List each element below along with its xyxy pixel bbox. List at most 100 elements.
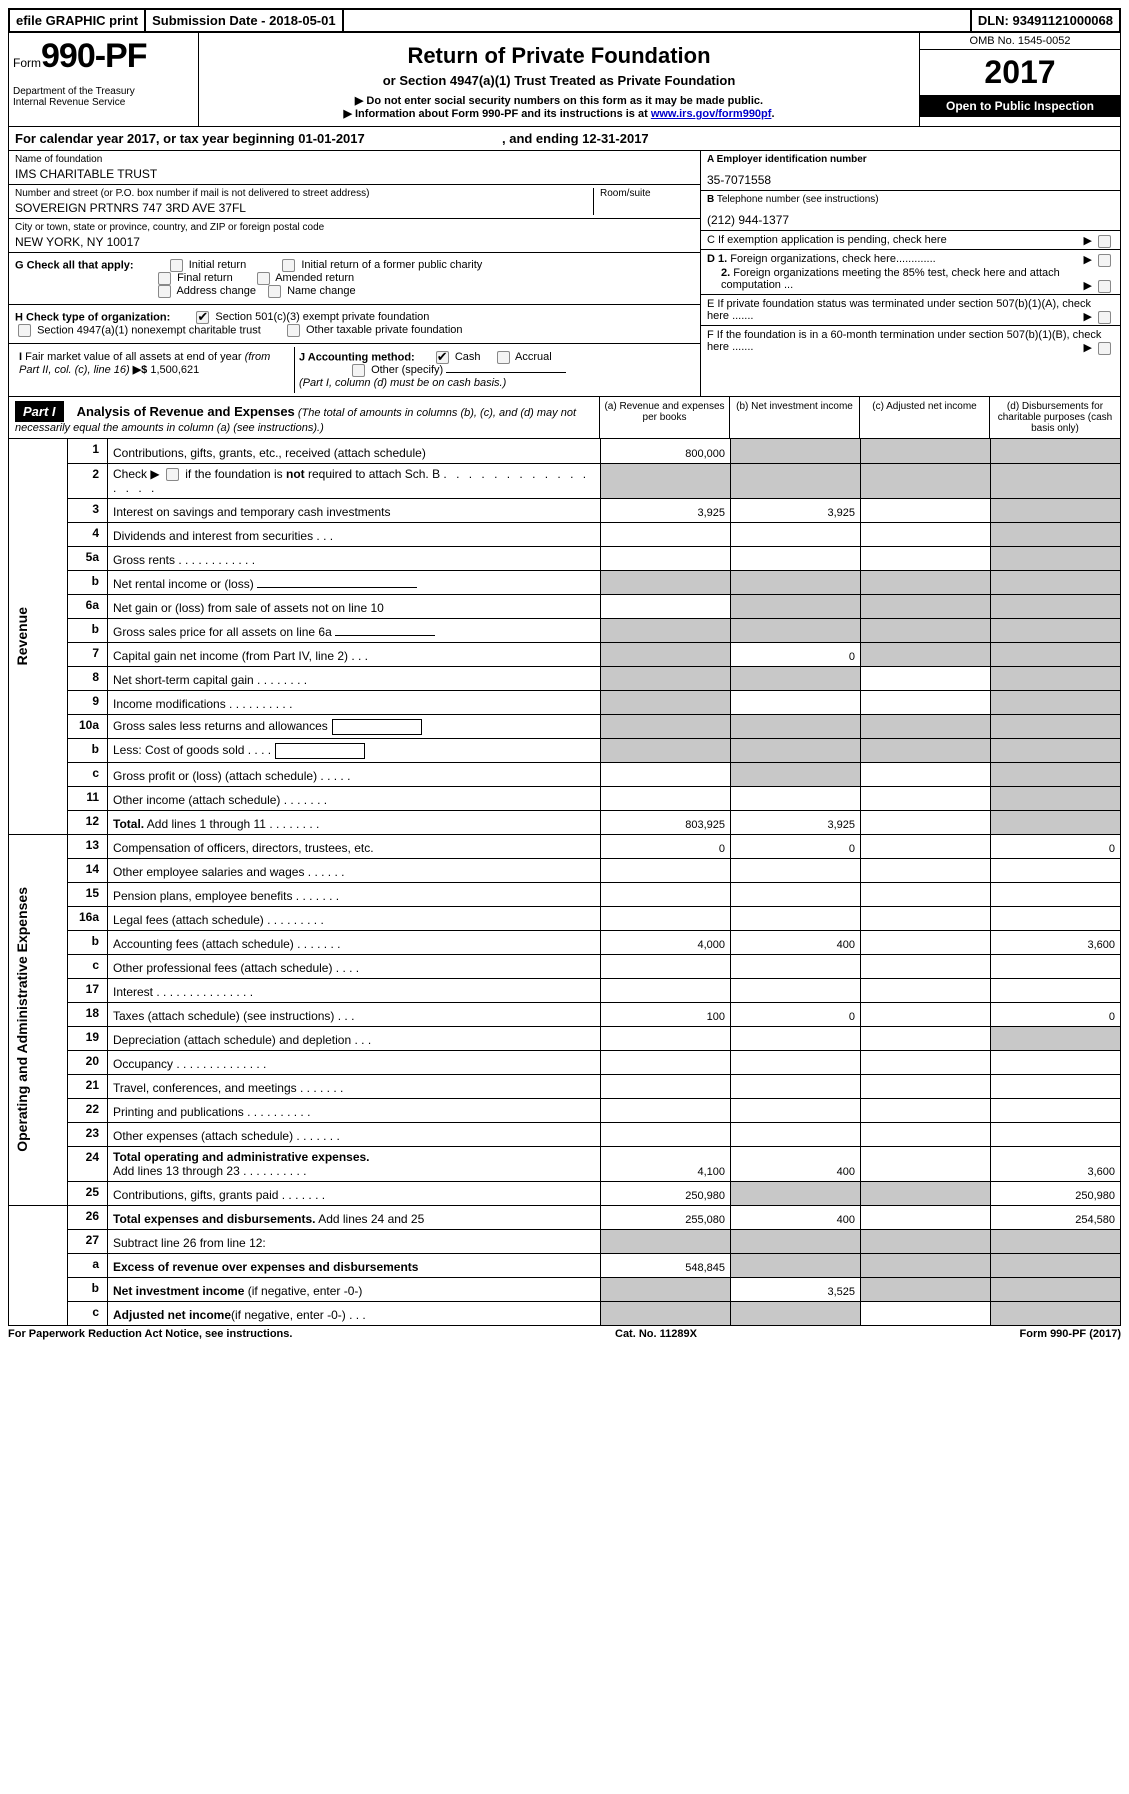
r25-d: 250,980 (991, 1181, 1121, 1205)
row-21: 21Travel, conferences, and meetings . . … (9, 1074, 1121, 1098)
r20-c (861, 1050, 991, 1074)
r22-b (731, 1098, 861, 1122)
footer-left: For Paperwork Reduction Act Notice, see … (8, 1328, 292, 1340)
r17-d (991, 978, 1121, 1002)
calyear-mid: , and ending (502, 131, 582, 146)
dept-treasury: Department of the Treasury (13, 86, 194, 97)
r27a-bold: Excess of revenue over expenses and disb… (113, 1260, 418, 1274)
r14-d (991, 858, 1121, 882)
r9-d (991, 690, 1121, 714)
chk-other-taxable[interactable] (287, 324, 300, 337)
r27-num: 27 (68, 1229, 108, 1253)
r27a-num: a (68, 1253, 108, 1277)
chk-foreign[interactable] (1098, 254, 1111, 267)
h2-label: Section 4947(a)(1) nonexempt charitable … (37, 324, 261, 336)
r9-b (731, 690, 861, 714)
row-14: 14Other employee salaries and wages . . … (9, 858, 1121, 882)
form-title: Return of Private Foundation (205, 43, 913, 69)
ein-cell: A Employer identification number 35-7071… (701, 151, 1120, 191)
g4-label: Amended return (275, 272, 354, 284)
r16c-num: c (68, 954, 108, 978)
r13-num: 13 (68, 834, 108, 858)
r9-a (601, 690, 731, 714)
row-7: 7Capital gain net income (from Part IV, … (9, 642, 1121, 666)
chk-initial-return[interactable] (170, 259, 183, 272)
info-right: A Employer identification number 35-7071… (700, 151, 1120, 396)
row-6a: 6aNet gain or (loss) from sale of assets… (9, 594, 1121, 618)
part1-header-row: Part I Analysis of Revenue and Expenses … (8, 397, 1121, 439)
r8-a (601, 666, 731, 690)
r10a-text: Gross sales less returns and allowances (113, 719, 328, 733)
r10c-a (601, 762, 731, 786)
r24-desc: Total operating and administrative expen… (108, 1146, 601, 1181)
row-27b: bNet investment income (if negative, ent… (9, 1277, 1121, 1301)
r4-c (861, 522, 991, 546)
top-bar: efile GRAPHIC print Submission Date - 20… (8, 8, 1121, 33)
chk-exemption-pending[interactable] (1098, 235, 1111, 248)
r2-c (861, 463, 991, 498)
tel-value: (212) 944-1377 (707, 213, 1114, 227)
chk-501c3[interactable] (196, 311, 209, 324)
chk-foreign-85[interactable] (1098, 280, 1111, 293)
d1-arrow: ▶ (1083, 254, 1091, 266)
footer-right: Form 990-PF (2017) (1020, 1328, 1122, 1340)
r6b-text: Gross sales price for all assets on line… (113, 625, 335, 639)
r6b-d (991, 618, 1121, 642)
foundation-name-cell: Name of foundation IMS CHARITABLE TRUST (9, 151, 700, 185)
r24-num: 24 (68, 1146, 108, 1181)
r23-desc: Other expenses (attach schedule) . . . .… (108, 1122, 601, 1146)
header-title-block: Return of Private Foundation or Section … (199, 33, 920, 126)
r18-a: 100 (601, 1002, 731, 1026)
row-27c: cAdjusted net income(if negative, enter … (9, 1301, 1121, 1325)
r2-desc: Check ▶ if the foundation is not require… (108, 463, 601, 498)
r27c-d (991, 1301, 1121, 1325)
r5b-desc: Net rental income or (loss) (108, 570, 601, 594)
page-footer: For Paperwork Reduction Act Notice, see … (8, 1328, 1121, 1340)
row-11: 11Other income (attach schedule) . . . .… (9, 786, 1121, 810)
r7-num: 7 (68, 642, 108, 666)
r1-c (861, 439, 991, 463)
r3-b: 3,925 (731, 498, 861, 522)
chk-sch-b[interactable] (166, 468, 179, 481)
row-8: 8Net short-term capital gain . . . . . .… (9, 666, 1121, 690)
r2-num: 2 (68, 463, 108, 498)
r16b-b: 400 (731, 930, 861, 954)
r5b-num: b (68, 570, 108, 594)
chk-terminated[interactable] (1098, 311, 1111, 324)
chk-final-return[interactable] (158, 272, 171, 285)
city-label: City or town, state or province, country… (15, 222, 694, 233)
chk-name-change[interactable] (268, 285, 281, 298)
chk-accrual[interactable] (497, 351, 510, 364)
chk-60month[interactable] (1098, 342, 1111, 355)
row-9: 9Income modifications . . . . . . . . . … (9, 690, 1121, 714)
r18-d: 0 (991, 1002, 1121, 1026)
r24-d: 3,600 (991, 1146, 1121, 1181)
r14-num: 14 (68, 858, 108, 882)
row-6b: bGross sales price for all assets on lin… (9, 618, 1121, 642)
r19-num: 19 (68, 1026, 108, 1050)
chk-4947[interactable] (18, 324, 31, 337)
r6b-b (731, 618, 861, 642)
r21-d (991, 1074, 1121, 1098)
chk-other-method[interactable] (352, 364, 365, 377)
chk-address-change[interactable] (158, 285, 171, 298)
r5b-d (991, 570, 1121, 594)
r16c-b (731, 954, 861, 978)
r22-a (601, 1098, 731, 1122)
r19-b (731, 1026, 861, 1050)
r22-num: 22 (68, 1098, 108, 1122)
r3-d (991, 498, 1121, 522)
r5a-c (861, 546, 991, 570)
r22-d (991, 1098, 1121, 1122)
irs-link[interactable]: www.irs.gov/form990pf (651, 108, 772, 120)
chk-cash[interactable] (436, 351, 449, 364)
chk-amended[interactable] (257, 272, 270, 285)
section-i: I Fair market value of all assets at end… (15, 347, 295, 393)
form-header: Form990-PF Department of the Treasury In… (8, 33, 1121, 127)
r18-c (861, 1002, 991, 1026)
g6-label: Name change (287, 285, 356, 297)
chk-initial-former[interactable] (282, 259, 295, 272)
r10b-num: b (68, 738, 108, 762)
row-27a: a Excess of revenue over expenses and dis… (9, 1253, 1121, 1277)
r19-a (601, 1026, 731, 1050)
